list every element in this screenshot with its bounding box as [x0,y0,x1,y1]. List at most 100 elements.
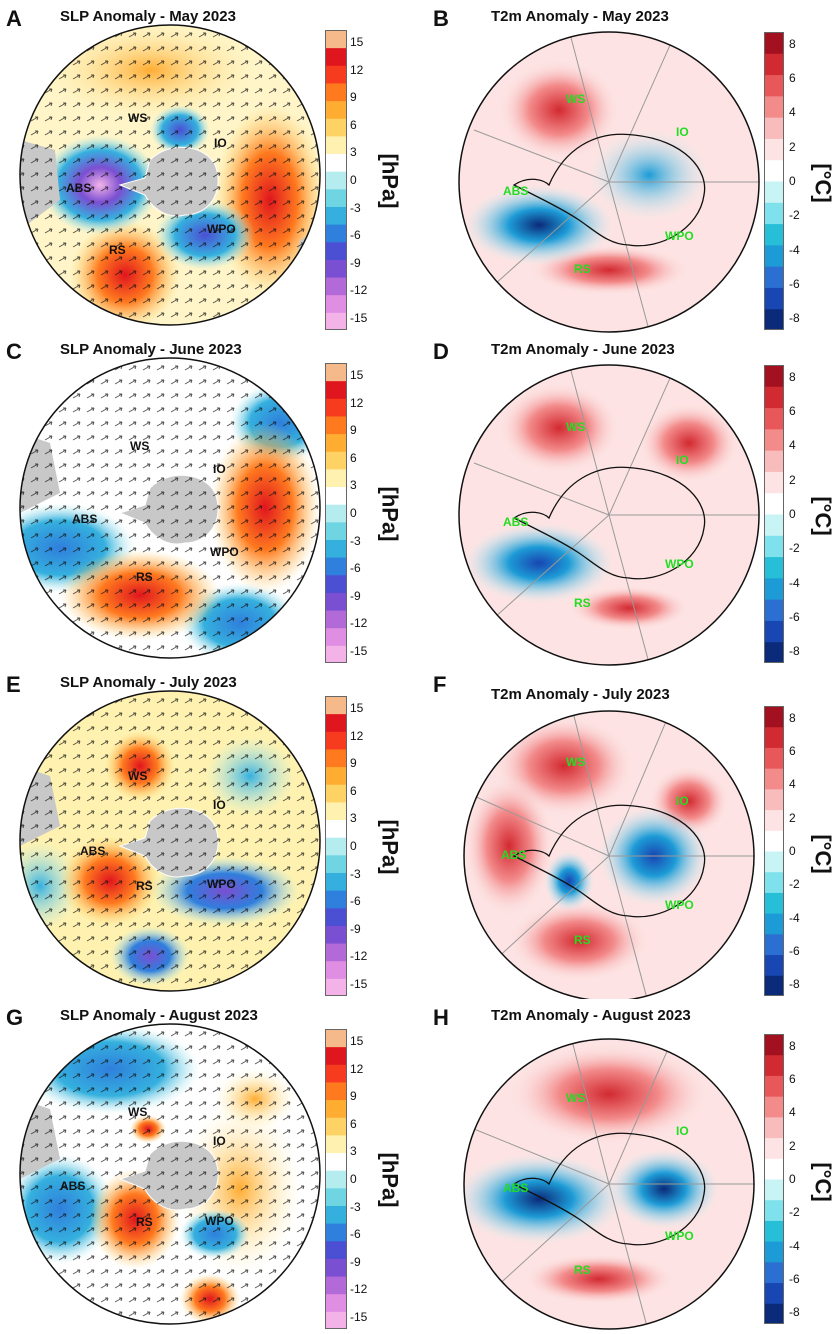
colorbar-swatch [325,451,347,470]
panel-c: C SLP Anomaly - June 2023 WS IO ABS WPO … [0,333,419,666]
colorbar-swatch [764,809,784,831]
colorbar-swatch [764,1199,784,1221]
t2m-tick-label: -8 [789,644,800,659]
colorbar-swatch [325,539,347,558]
t2m-tick-label: 6 [789,1071,796,1086]
slp-tick-label: -15 [350,644,368,658]
panel-letter: C [6,339,22,364]
region-label-rs: RS [574,933,591,947]
colorbar-swatch [325,153,347,172]
slp-tick-label: 15 [350,1034,364,1048]
colorbar-swatch [764,577,784,600]
t2m-tick-label: 8 [789,369,796,384]
colorbar-swatch [764,244,784,267]
colorbar-swatch [325,713,347,732]
slp-tick-label: -12 [350,949,368,964]
t2m-map: WS IO ABS WPO RS [458,364,760,666]
t2m-tick-label: -4 [789,242,800,257]
colorbar-swatch [764,159,784,182]
colorbar-swatch [764,913,784,935]
colorbar-swatch [325,748,347,768]
colorbar-swatch [325,521,347,540]
colorbar-swatch [325,1029,347,1048]
colorbar-swatch [325,943,347,962]
colorbar-swatch [325,1311,347,1330]
colorbar-swatch [325,1099,347,1118]
slp-tick-label: -9 [350,588,361,603]
colorbar-swatch [325,978,347,997]
colorbar-swatch [325,1258,347,1277]
slp-tick-label: 9 [350,90,357,105]
slp-tick-label: -9 [350,255,361,270]
slp-tick-label: -3 [350,866,361,881]
t2m-tick-label: -6 [789,944,800,959]
slp-tick-label: -12 [350,283,368,298]
region-label-wpo: WPO [665,1229,694,1243]
colorbar-swatch [325,766,347,785]
t2m-tick-label: -6 [789,1272,800,1287]
colorbar-swatch [325,1293,347,1312]
slp-tick-label: 9 [350,423,357,438]
region-label-abs: ABS [80,844,105,858]
panel-letter: E [6,672,21,697]
t2m-colorbar-ticks: 8 6 4 2 0 -2 -4 -6 -8 [789,1034,813,1324]
colorbar-swatch [764,53,784,76]
t2m-tick-label: 6 [789,404,796,419]
panel-title: T2m Anomaly - May 2023 [491,8,669,25]
colorbar-swatch [325,645,347,664]
region-label-io: IO [213,462,226,476]
colorbar-swatch [325,277,347,296]
colorbar-swatch [764,726,784,748]
colorbar-swatch [325,82,347,102]
colorbar-swatch [764,492,784,515]
colorbar-swatch [764,620,784,643]
colorbar-swatch [325,1152,347,1171]
slp-tick-label: 6 [350,783,357,798]
slp-tick-label: 12 [350,728,364,743]
slp-colorbar-scale [325,1029,347,1330]
colorbar-swatch [764,1220,784,1242]
t2m-tick-label: -4 [789,575,800,590]
t2m-colorbar [764,706,784,997]
slp-tick-label: -6 [350,894,361,909]
panel-f: F T2m Anomaly - July 2023 WS IO ABS WPO … [419,666,838,999]
colorbar-swatch [325,1081,347,1101]
colorbar-swatch [764,1034,784,1056]
region-label-io: IO [213,1134,226,1148]
colorbar-swatch [325,592,347,611]
slp-unit-label: [hPa] [377,486,403,542]
slp-colorbar-ticks: 15 12 9 6 3 0 -3 -6 -9 -12 -15 [350,363,380,663]
colorbar-swatch [325,960,347,979]
t2m-tick-label: 0 [789,1172,796,1186]
slp-tick-label: -12 [350,616,368,631]
region-label-io: IO [676,794,689,808]
slp-tick-label: 9 [350,756,357,771]
colorbar-swatch [764,223,784,246]
t2m-tick-label: 2 [789,1138,796,1153]
slp-tick-label: -9 [350,1254,361,1269]
region-label-abs: ABS [503,184,528,198]
colorbar-swatch [764,95,784,118]
colorbar-swatch [764,1241,784,1263]
colorbar-swatch [764,74,784,97]
colorbar-swatch [325,1276,347,1295]
colorbar-swatch [325,241,347,260]
slp-tick-label: -15 [350,977,368,991]
colorbar-swatch [764,1054,784,1076]
region-label-ws: WS [566,420,585,434]
t2m-tick-label: -2 [789,208,800,223]
colorbar-swatch [764,308,784,331]
slp-tick-label: 6 [350,117,357,132]
t2m-tick-label: -8 [789,977,800,992]
colorbar-swatch [325,259,347,278]
t2m-tick-label: 2 [789,472,796,487]
region-label-ws: WS [128,1105,147,1119]
colorbar-swatch [764,266,784,288]
colorbar-swatch [764,181,784,203]
panel-title: SLP Anomaly - July 2023 [60,674,237,691]
colorbar-swatch [764,556,784,579]
t2m-colorbar-ticks: 8 6 4 2 0 -2 -4 -6 -8 [789,365,813,663]
region-label-rs: RS [574,596,591,610]
region-label-wpo: WPO [210,545,239,559]
colorbar-swatch [325,206,347,225]
